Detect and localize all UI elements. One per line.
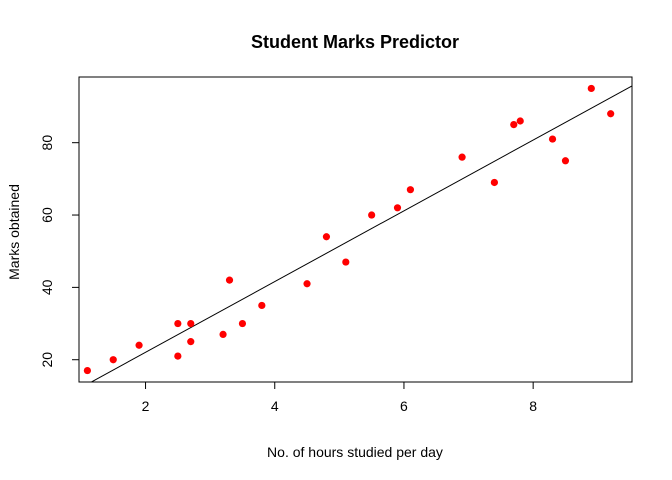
data-point [406, 186, 415, 194]
data-point [342, 258, 350, 266]
x-axis-label: No. of hours studied per day [267, 444, 443, 460]
data-point [238, 319, 247, 328]
data-point [187, 319, 195, 328]
data-point [303, 280, 311, 288]
x-tick-label: 6 [400, 398, 408, 414]
y-tick-label: 60 [39, 207, 55, 223]
y-tick-label: 80 [39, 135, 55, 151]
y-axis: 20 40 60 80 [39, 135, 80, 368]
data-point [607, 110, 615, 118]
data-point [393, 204, 402, 212]
data-point [561, 157, 570, 165]
data-point [174, 352, 182, 360]
regression-line-group [90, 85, 632, 382]
data-point [587, 84, 595, 93]
data-points [83, 84, 615, 375]
data-point [83, 366, 91, 375]
data-point [109, 356, 117, 364]
y-axis-label: Marks obtained [6, 184, 22, 280]
data-point [225, 276, 234, 284]
data-point [187, 338, 195, 346]
data-point [135, 341, 143, 349]
data-point [458, 153, 466, 161]
plot-frame [78, 76, 633, 383]
x-tick-label: 8 [529, 398, 537, 414]
data-point [174, 319, 182, 328]
data-point [258, 301, 266, 310]
x-axis: 2 4 6 8 [142, 381, 537, 414]
x-tick-label: 2 [142, 398, 150, 414]
data-point [510, 121, 518, 129]
data-point [490, 178, 498, 187]
y-tick-label: 40 [39, 279, 55, 295]
data-point [368, 211, 376, 219]
data-point [516, 117, 524, 125]
regression-line [90, 85, 632, 382]
x-tick-label: 4 [271, 398, 279, 414]
data-point [219, 330, 227, 338]
data-point [322, 233, 331, 241]
y-tick-label: 20 [39, 352, 55, 368]
chart-title: Student Marks Predictor [251, 32, 459, 52]
data-point [548, 135, 557, 143]
